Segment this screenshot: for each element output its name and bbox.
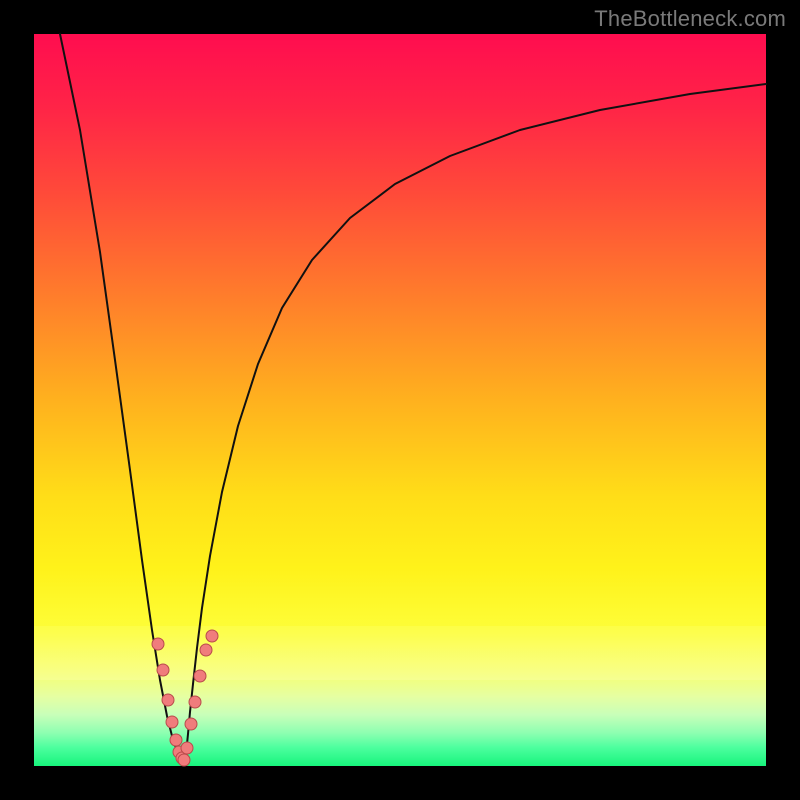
chart-svg: [0, 0, 800, 800]
data-marker: [185, 718, 197, 730]
data-marker: [166, 716, 178, 728]
data-marker: [170, 734, 182, 746]
data-marker: [157, 664, 169, 676]
data-marker: [189, 696, 201, 708]
data-marker: [181, 742, 193, 754]
data-marker: [162, 694, 174, 706]
data-marker: [194, 670, 206, 682]
data-marker: [206, 630, 218, 642]
data-marker: [152, 638, 164, 650]
pale-band: [34, 626, 766, 680]
bottleneck-chart: TheBottleneck.com: [0, 0, 800, 800]
data-marker: [178, 754, 190, 766]
data-marker: [200, 644, 212, 656]
watermark-text: TheBottleneck.com: [594, 6, 786, 32]
